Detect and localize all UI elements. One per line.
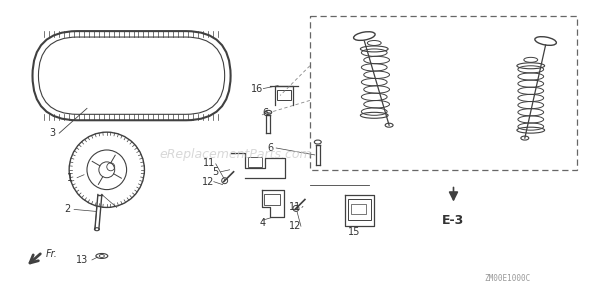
Text: 2: 2	[64, 204, 70, 214]
Text: ZM00E1000C: ZM00E1000C	[485, 274, 531, 283]
Text: 11: 11	[203, 158, 215, 168]
Text: 5: 5	[212, 167, 219, 177]
Text: 4: 4	[259, 218, 266, 228]
Text: 12: 12	[289, 221, 301, 231]
Text: 6: 6	[262, 108, 268, 118]
Text: 15: 15	[348, 227, 360, 237]
Text: 12: 12	[202, 177, 214, 187]
Text: 3: 3	[49, 128, 55, 138]
Text: E-3: E-3	[442, 214, 464, 227]
Text: 6: 6	[267, 143, 273, 153]
Text: 16: 16	[251, 83, 264, 94]
Text: Fr.: Fr.	[45, 249, 57, 259]
Text: 13: 13	[76, 255, 88, 265]
Text: 1: 1	[67, 173, 73, 183]
Text: 11: 11	[289, 202, 301, 212]
Text: eReplacementParts.com: eReplacementParts.com	[159, 148, 312, 161]
